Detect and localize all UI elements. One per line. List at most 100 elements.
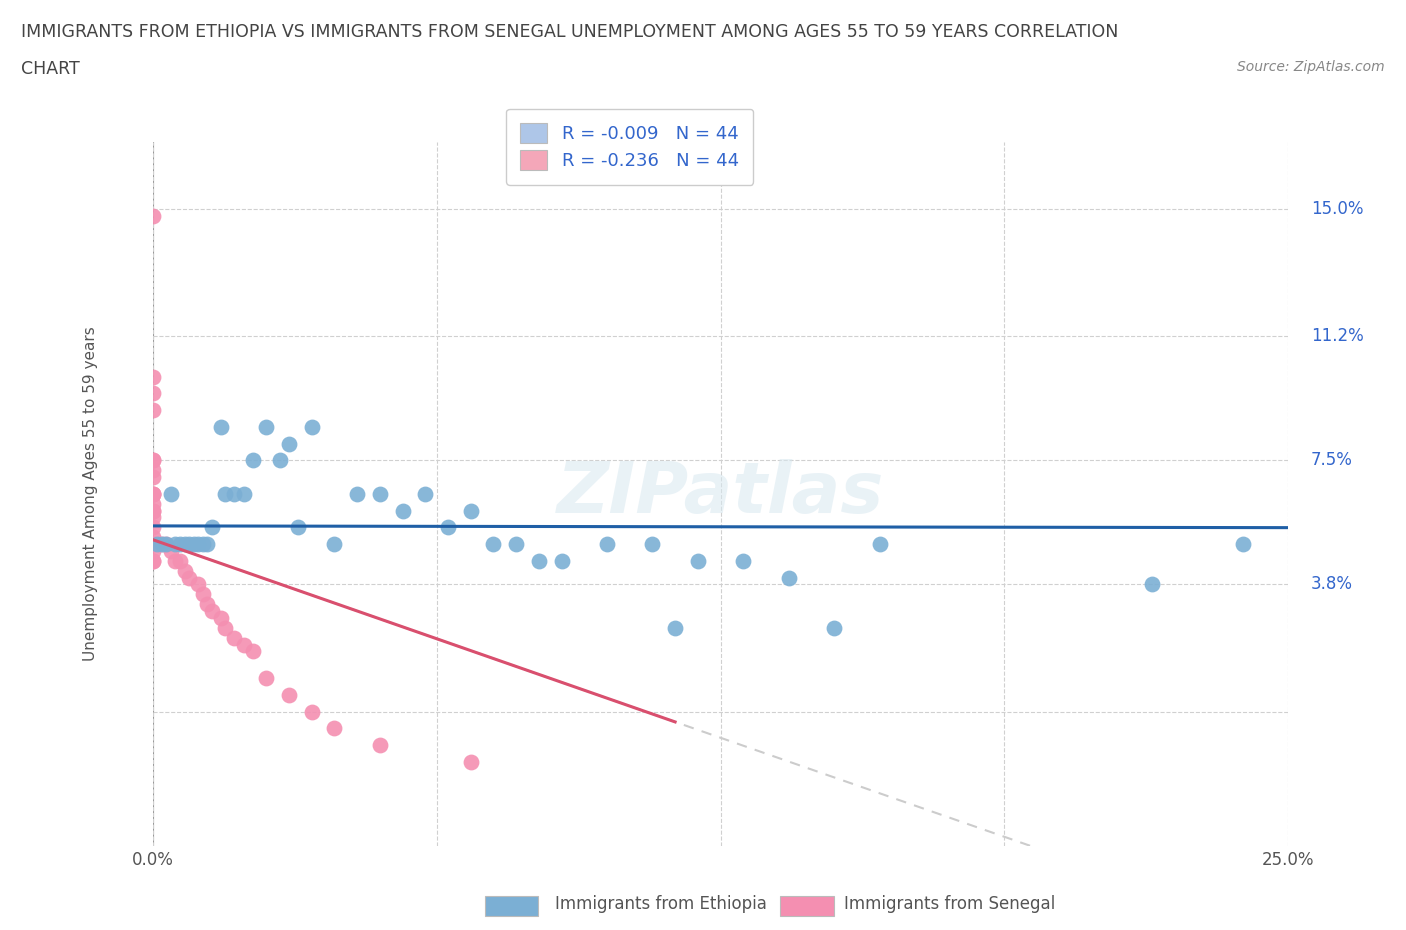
Point <box>209 610 232 625</box>
Point <box>142 530 165 545</box>
Text: ZIPatlas: ZIPatlas <box>557 459 884 528</box>
Point <box>165 537 187 551</box>
Point <box>187 537 209 551</box>
Point <box>242 453 264 468</box>
Point <box>301 419 323 434</box>
Point <box>187 577 209 591</box>
Point <box>142 470 165 485</box>
Point <box>142 553 165 568</box>
Point <box>391 503 413 518</box>
Point <box>177 570 200 585</box>
Point <box>191 537 214 551</box>
Point <box>346 486 368 501</box>
Point <box>191 587 214 602</box>
Point <box>550 553 572 568</box>
Point <box>368 486 391 501</box>
Point <box>254 671 277 685</box>
Point <box>460 503 482 518</box>
Text: 3.8%: 3.8% <box>1310 576 1353 593</box>
Text: IMMIGRANTS FROM ETHIOPIA VS IMMIGRANTS FROM SENEGAL UNEMPLOYMENT AMONG AGES 55 T: IMMIGRANTS FROM ETHIOPIA VS IMMIGRANTS F… <box>21 23 1118 41</box>
Point <box>596 537 619 551</box>
Text: Source: ZipAtlas.com: Source: ZipAtlas.com <box>1237 60 1385 74</box>
Point <box>142 403 165 418</box>
Point <box>183 537 205 551</box>
Point <box>323 721 346 736</box>
Point <box>1232 537 1254 551</box>
Point <box>527 553 550 568</box>
Point <box>664 620 686 635</box>
Point <box>142 510 165 525</box>
Point <box>201 520 224 535</box>
Point <box>142 463 165 478</box>
Point <box>505 537 527 551</box>
Point <box>142 486 165 501</box>
Text: 11.2%: 11.2% <box>1310 327 1364 345</box>
Point <box>155 537 177 551</box>
Point <box>195 597 218 612</box>
Point <box>232 486 254 501</box>
Point <box>482 537 505 551</box>
Point <box>301 704 323 719</box>
Point <box>278 436 301 451</box>
Point <box>169 553 191 568</box>
Point <box>160 486 183 501</box>
Point <box>413 486 436 501</box>
Point <box>169 537 191 551</box>
Point <box>142 497 165 512</box>
Text: Immigrants from Ethiopia: Immigrants from Ethiopia <box>555 895 768 913</box>
Point <box>150 537 173 551</box>
Point <box>142 537 165 551</box>
Point <box>686 553 709 568</box>
Point <box>214 486 236 501</box>
Point <box>232 637 254 652</box>
Point <box>142 503 165 518</box>
Point <box>869 537 891 551</box>
Point <box>142 553 165 568</box>
Text: 7.5%: 7.5% <box>1310 451 1353 470</box>
Point <box>437 520 460 535</box>
Point <box>142 386 165 401</box>
Point <box>254 419 277 434</box>
Point <box>201 604 224 618</box>
Point <box>195 537 218 551</box>
Point <box>214 620 236 635</box>
Point <box>155 537 177 551</box>
Point <box>142 369 165 384</box>
Text: 15.0%: 15.0% <box>1310 200 1364 218</box>
Point <box>224 486 246 501</box>
Point <box>142 520 165 535</box>
Point <box>173 537 195 551</box>
Point <box>150 537 173 551</box>
Point <box>823 620 845 635</box>
Point <box>242 644 264 658</box>
Point <box>142 537 165 551</box>
Point <box>142 486 165 501</box>
Point <box>146 537 169 551</box>
Point <box>142 453 165 468</box>
Point <box>278 687 301 702</box>
Text: Immigrants from Senegal: Immigrants from Senegal <box>844 895 1054 913</box>
Point <box>160 543 183 558</box>
Point <box>142 486 165 501</box>
Point <box>165 553 187 568</box>
Point <box>173 564 195 578</box>
Point <box>142 453 165 468</box>
Point <box>1140 577 1163 591</box>
Point <box>641 537 664 551</box>
Legend: R = -0.009   N = 44, R = -0.236   N = 44: R = -0.009 N = 44, R = -0.236 N = 44 <box>506 109 754 185</box>
Text: CHART: CHART <box>21 60 80 78</box>
Point <box>269 453 291 468</box>
Point <box>177 537 200 551</box>
Text: Unemployment Among Ages 55 to 59 years: Unemployment Among Ages 55 to 59 years <box>83 326 98 661</box>
Point <box>224 631 246 645</box>
Point <box>778 570 800 585</box>
Point <box>368 737 391 752</box>
Point <box>142 503 165 518</box>
Point <box>209 419 232 434</box>
Point <box>142 543 165 558</box>
Point <box>142 208 165 223</box>
Point <box>287 520 309 535</box>
Point <box>323 537 346 551</box>
Point <box>460 754 482 769</box>
Point <box>733 553 755 568</box>
